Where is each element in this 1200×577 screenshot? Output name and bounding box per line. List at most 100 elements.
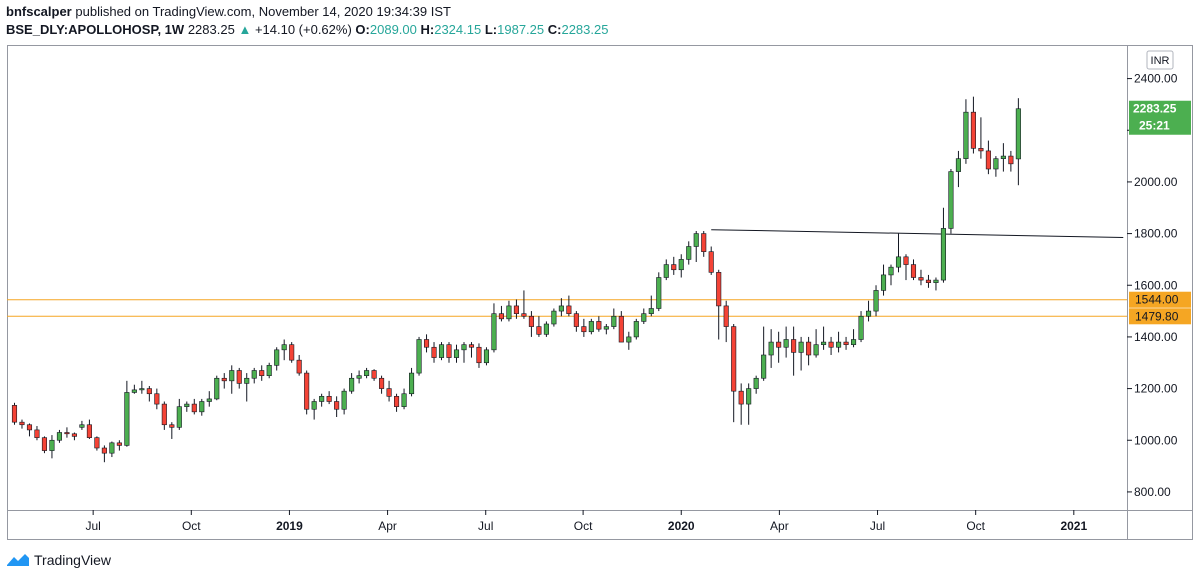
candle-down xyxy=(326,396,332,402)
candle-up xyxy=(214,377,220,400)
candle-up xyxy=(281,344,287,351)
candle-up xyxy=(955,158,961,172)
candle-up xyxy=(319,396,325,402)
last-price-label: 2283.25 xyxy=(1133,102,1177,116)
candle-up xyxy=(56,432,62,441)
candle-up xyxy=(139,388,145,391)
candle-down xyxy=(521,313,527,317)
candle-up xyxy=(626,336,632,343)
candle-up xyxy=(933,279,939,283)
candle-up xyxy=(266,365,272,376)
candle-down xyxy=(596,321,602,330)
last-price-tag xyxy=(1129,100,1191,135)
candle-down xyxy=(191,403,197,413)
candle-up xyxy=(798,341,804,353)
candle-down xyxy=(843,341,849,345)
tradingview-logo-icon[interactable] xyxy=(6,552,30,568)
candle-up xyxy=(940,228,947,281)
author-name[interactable]: bnfscalper xyxy=(6,4,72,19)
level-price-label: 1544.00 xyxy=(1135,293,1179,307)
candle-up xyxy=(858,315,864,340)
candle-down xyxy=(154,393,160,405)
candle-up xyxy=(603,326,609,330)
footer: TradingView xyxy=(6,550,111,570)
candle-up xyxy=(79,424,85,428)
countdown-label: 25:21 xyxy=(1139,119,1170,133)
footer-brand[interactable]: TradingView xyxy=(34,552,112,568)
open-label: O: xyxy=(355,22,370,37)
candle-down xyxy=(41,437,48,451)
candle-up xyxy=(543,323,549,335)
currency-box[interactable] xyxy=(1146,50,1174,70)
candle-down xyxy=(566,305,572,314)
candle-up xyxy=(356,375,362,379)
chart-area[interactable]: INR 800.00 1000.00 1200.00 1400.00 1600.00 180… xyxy=(7,45,1193,540)
publish-text: published on TradingView.com, November 1… xyxy=(75,4,451,19)
candle-down xyxy=(19,421,25,426)
candlestick-chart[interactable]: INR 800.00 1000.00 1200.00 1400.00 1600.00 180… xyxy=(7,45,1193,540)
candle-up xyxy=(611,315,617,327)
candle-up xyxy=(311,401,317,410)
candle-up xyxy=(768,341,774,356)
candle-up xyxy=(131,389,137,393)
x-tick-label: Oct xyxy=(966,519,985,533)
candle-up xyxy=(453,349,460,358)
candle-down xyxy=(86,424,92,438)
candle-up xyxy=(401,393,407,407)
candle-down xyxy=(386,388,392,397)
candle-up xyxy=(641,313,647,322)
candle-down xyxy=(573,313,579,327)
x-tick-label: Jul xyxy=(478,519,493,533)
candle-down xyxy=(925,279,932,283)
candle-down xyxy=(671,264,677,271)
candle-up xyxy=(491,313,497,351)
candle-down xyxy=(723,305,729,327)
candle-up xyxy=(109,442,115,454)
resistance-trend-line[interactable] xyxy=(711,229,1124,238)
candle-up xyxy=(199,401,205,413)
y-tick-label: 2000.00 xyxy=(1134,175,1178,189)
currency-label: INR xyxy=(1151,55,1170,67)
chart-border xyxy=(7,45,1193,540)
candle-down xyxy=(476,346,482,364)
candle-down xyxy=(379,377,385,389)
candle-down xyxy=(221,377,227,382)
level-price-label: 1479.80 xyxy=(1135,309,1179,323)
candle-up xyxy=(888,266,894,276)
candle-up xyxy=(821,341,827,345)
candle-up xyxy=(761,354,767,379)
symbol-legend: BSE_DLY:APOLLOHOSP, 1W 2283.25 ▲ +14.10 … xyxy=(6,22,608,37)
candle-up xyxy=(364,370,370,376)
symbol-label[interactable]: BSE_DLY:APOLLOHOSP, 1W xyxy=(6,22,185,37)
candle-up xyxy=(558,305,564,312)
candle-down xyxy=(394,396,400,407)
candle-down xyxy=(161,403,167,426)
candle-down xyxy=(903,256,909,265)
candle-down xyxy=(101,447,107,454)
candle-up xyxy=(349,377,355,392)
candle-up xyxy=(1000,155,1006,159)
low-value: 1987.25 xyxy=(497,22,545,37)
open-value: 2089.00 xyxy=(369,22,417,37)
low-label: L: xyxy=(484,22,498,37)
candle-up xyxy=(1015,108,1021,160)
candle-down xyxy=(296,359,302,374)
candle-up xyxy=(693,233,699,247)
candle-down xyxy=(169,424,175,428)
y-tick-label: 800.00 xyxy=(1134,485,1171,499)
candle-up xyxy=(753,377,759,389)
candle-up xyxy=(865,310,872,317)
candle-down xyxy=(11,405,18,423)
candle-down xyxy=(910,264,917,278)
candle-down xyxy=(970,111,976,149)
candle-down xyxy=(791,339,797,353)
level-price-tag xyxy=(1129,291,1191,308)
candle-down xyxy=(26,424,33,431)
candle-up xyxy=(880,274,887,291)
candle-up xyxy=(656,277,662,309)
y-tick-label: 1800.00 xyxy=(1134,227,1178,241)
last-price: 2283.25 xyxy=(187,22,235,37)
candle-down xyxy=(536,326,542,335)
candle-down xyxy=(985,150,991,170)
candle-down xyxy=(978,148,984,152)
